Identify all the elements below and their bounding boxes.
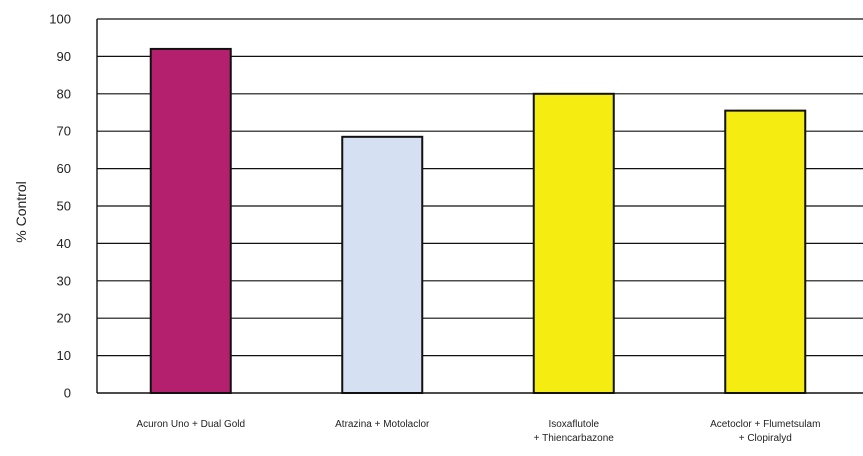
y-tick-label: 90 <box>57 49 71 64</box>
y-tick-label: 20 <box>57 311 71 326</box>
y-tick-labels: 0 10 20 30 40 50 60 70 80 90 100 <box>49 12 71 401</box>
bars <box>149 47 807 395</box>
y-tick-label: 10 <box>57 348 71 363</box>
y-tick-label: 100 <box>49 12 71 27</box>
y-tick-label: 0 <box>64 386 71 401</box>
x-category-label: Isoxaflutole + Thiencarbazone <box>534 419 615 444</box>
x-category-label: Atrazina + Motolaclor <box>335 419 430 430</box>
x-category-labels: Acuron Uno + Dual Gold Atrazina + Motolac… <box>136 419 820 444</box>
bar <box>341 135 424 394</box>
x-category-label: Acuron Uno + Dual Gold <box>136 419 245 430</box>
y-tick-label: 50 <box>57 199 71 214</box>
y-tick-label: 40 <box>57 236 71 251</box>
bar <box>149 47 232 394</box>
y-tick-label: 30 <box>57 273 71 288</box>
bar <box>532 92 615 395</box>
y-axis-title: % Control <box>13 181 29 242</box>
bar <box>724 109 807 394</box>
x-category-label: Acetoclor + Flumetsulam + Clopiralyd <box>710 419 820 444</box>
y-tick-label: 60 <box>57 161 71 176</box>
y-tick-label: 80 <box>57 86 71 101</box>
y-tick-label: 70 <box>57 124 71 139</box>
